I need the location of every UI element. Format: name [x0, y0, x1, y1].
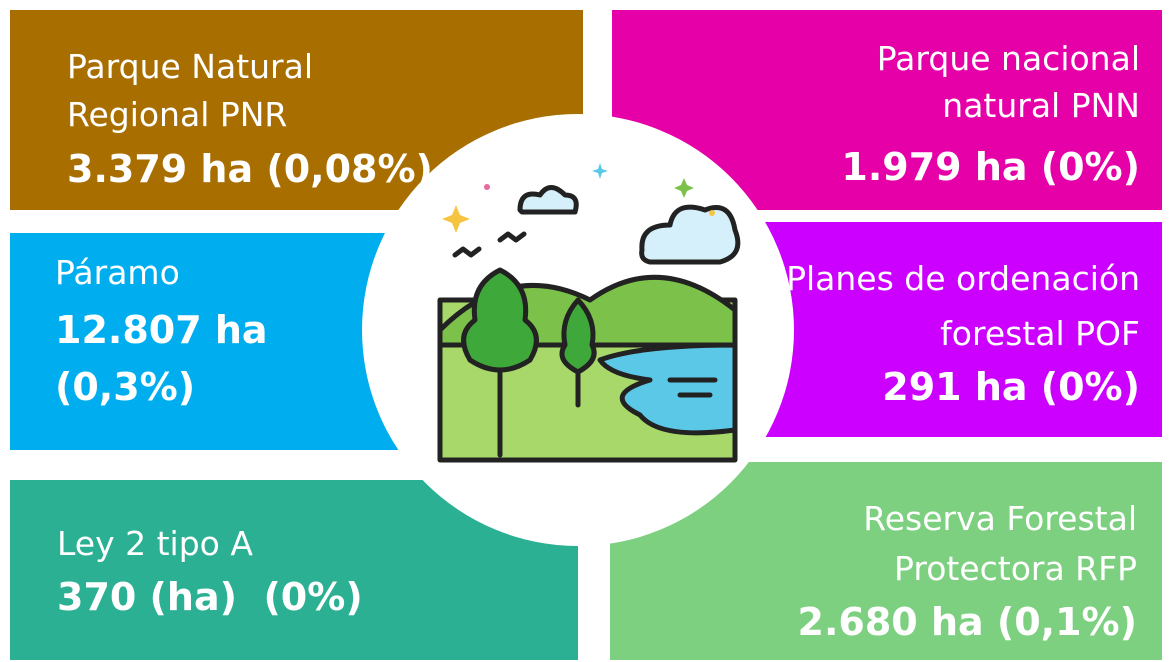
panel-value: 291 ha (0%) — [882, 365, 1140, 409]
panel-label: Páramo — [55, 253, 180, 292]
panel-label: Ley 2 tipo A — [57, 524, 253, 563]
panel-label: Protectora RFP — [894, 549, 1137, 588]
panel-value: 370 (ha) (0%) — [57, 575, 363, 619]
infographic: Parque Natural Regional PNR 3.379 ha (0,08… — [0, 0, 1169, 662]
panel-label: natural PNN — [942, 86, 1140, 125]
dot — [484, 184, 490, 190]
panel-label: Planes de ordenación — [786, 259, 1140, 298]
panel-label: Parque Natural — [67, 47, 313, 86]
dot — [709, 210, 715, 216]
panel-value: (0,3%) — [55, 365, 195, 409]
panel-label: Parque nacional — [877, 39, 1140, 78]
panel-value: 3.379 ha (0,08%) — [67, 147, 433, 191]
panel-label: Regional PNR — [67, 95, 287, 134]
panel-label: forestal POF — [940, 314, 1140, 353]
panel-label: Reserva Forestal — [863, 499, 1137, 538]
panel-value: 2.680 ha (0,1%) — [798, 600, 1137, 644]
panel-value: 12.807 ha — [55, 308, 268, 352]
panel-value: 1.979 ha (0%) — [841, 145, 1140, 189]
